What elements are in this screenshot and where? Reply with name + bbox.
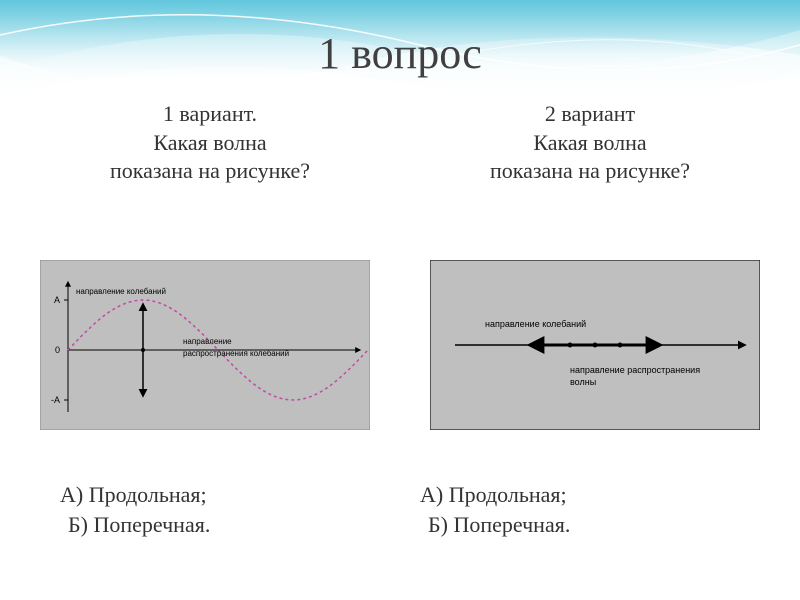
longitudinal-wave-diagram: направление колебаний направление распрос… — [430, 260, 760, 430]
variant2-question: 2 вариант Какая волна показана на рисунк… — [420, 100, 760, 186]
variant2-line2: Какая волна — [420, 129, 760, 158]
svg-text:распространения колебаний: распространения колебаний — [183, 349, 289, 358]
variant1-answers: А) Продольная; Б) Поперечная. — [40, 480, 400, 539]
slide-title: 1 вопрос — [0, 28, 800, 79]
diagram-row: A -A 0 направление колебаний направление расп… — [40, 260, 760, 430]
svg-text:направление распространения: направление распространения — [570, 365, 700, 375]
variant2-line1: 2 вариант — [420, 100, 760, 129]
svg-text:A: A — [54, 295, 60, 305]
svg-text:направление: направление — [183, 337, 232, 346]
variant1-answer-b: Б) Поперечная. — [60, 510, 400, 540]
svg-text:0: 0 — [55, 345, 60, 355]
variant2-answer-b: Б) Поперечная. — [420, 510, 760, 540]
transverse-wave-diagram: A -A 0 направление колебаний направление расп… — [40, 260, 370, 430]
variant2-answers: А) Продольная; Б) Поперечная. — [400, 480, 760, 539]
question-columns: 1 вариант. Какая волна показана на рисун… — [40, 100, 760, 186]
variant1-answer-a: А) Продольная; — [60, 482, 207, 507]
variant1-question: 1 вариант. Какая волна показана на рисун… — [40, 100, 380, 186]
svg-text:направление колебаний: направление колебаний — [485, 319, 586, 329]
svg-text:волны: волны — [570, 377, 596, 387]
svg-text:направление колебаний: направление колебаний — [76, 287, 166, 296]
variant2-line3: показана на рисунке? — [420, 157, 760, 186]
variant1-line3: показана на рисунке? — [40, 157, 380, 186]
answers-row: А) Продольная; Б) Поперечная. А) Продоль… — [40, 480, 760, 539]
variant2-answer-a: А) Продольная; — [420, 482, 567, 507]
variant1-line2: Какая волна — [40, 129, 380, 158]
svg-text:-A: -A — [51, 395, 60, 405]
variant1-line1: 1 вариант. — [40, 100, 380, 129]
